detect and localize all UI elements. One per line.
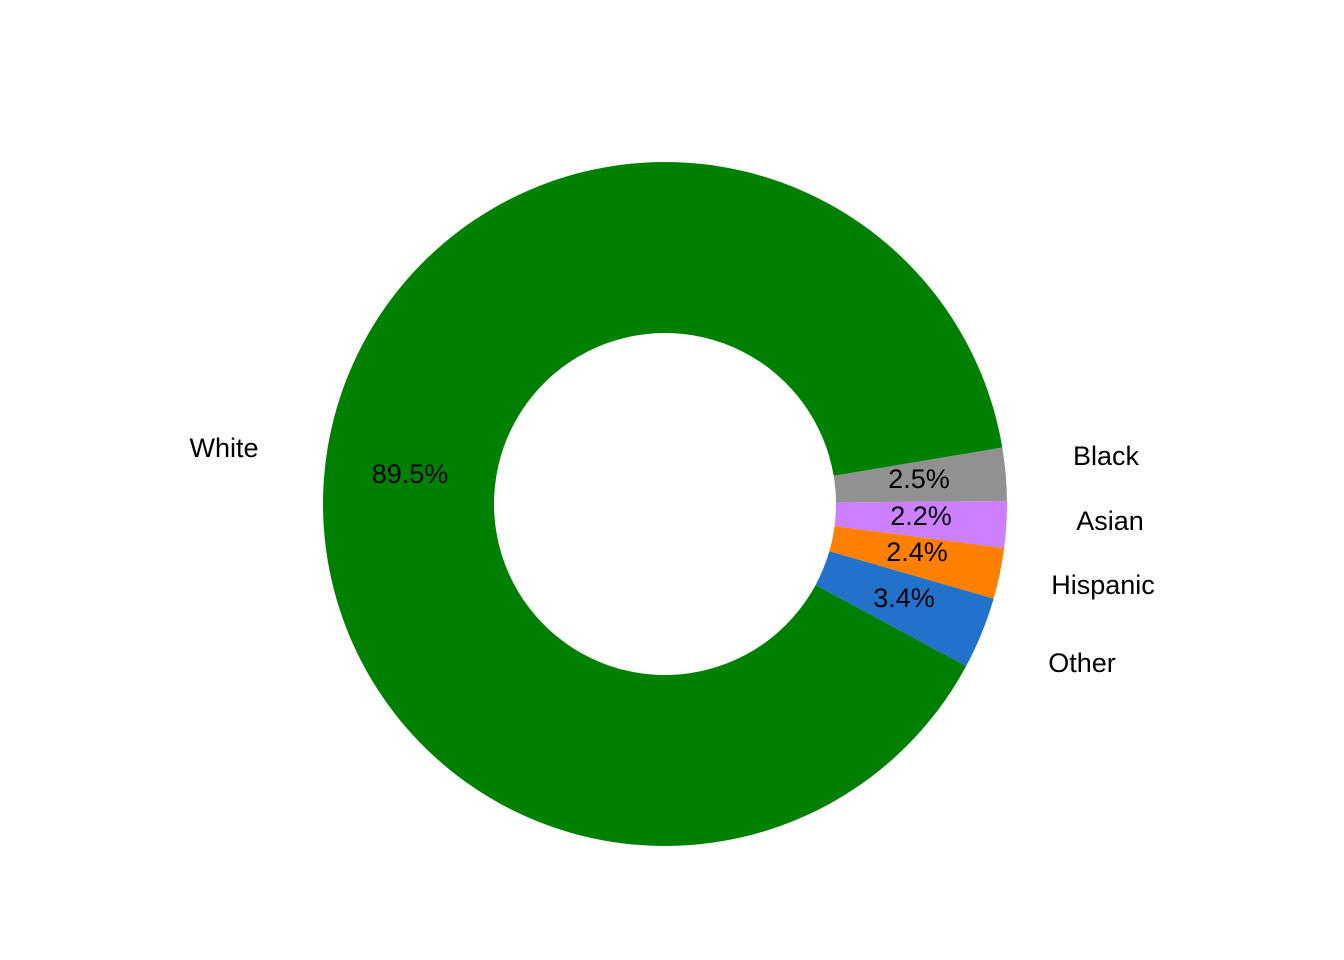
category-label-asian: Asian [1076,506,1144,536]
slice-white [322,162,1003,847]
percent-label-asian: 2.2% [890,501,952,531]
percent-label-black: 2.5% [888,464,950,494]
slice-other [815,551,994,667]
category-labels: Black Asian Hispanic Other White [189,433,1154,678]
slice-hispanic [829,526,1005,599]
percent-label-hispanic: 2.4% [886,537,948,567]
category-label-hispanic: Hispanic [1051,570,1155,600]
donut-slices [322,162,1007,847]
category-label-other: Other [1048,648,1116,678]
percent-label-other: 3.4% [873,583,935,613]
slice-black [833,447,1007,503]
percent-labels: 2.5% 2.2% 2.4% 3.4% 89.5% [372,459,952,613]
category-label-white: White [189,433,258,463]
percent-label-white: 89.5% [372,459,449,489]
slice-asian [834,501,1007,549]
category-label-black: Black [1073,441,1140,471]
